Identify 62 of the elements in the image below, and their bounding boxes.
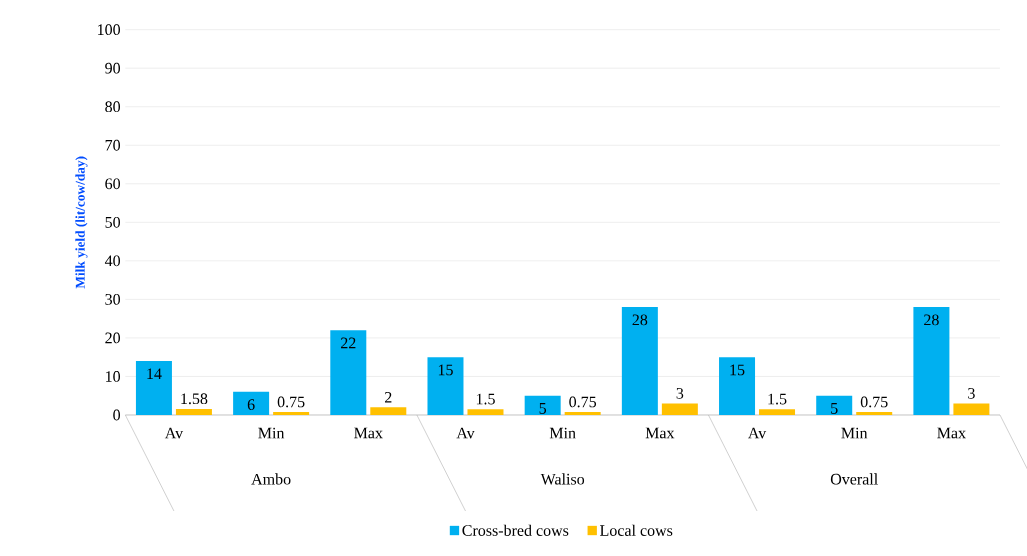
x-tick-label: Max — [354, 427, 383, 439]
bar — [759, 409, 796, 415]
bar — [233, 391, 270, 415]
y-tick-label: 10 — [106, 371, 121, 382]
bar — [370, 407, 407, 415]
data-label: 28 — [924, 314, 939, 326]
data-label: 1.5 — [476, 393, 495, 405]
y-tick-label: 30 — [105, 293, 121, 305]
data-label: 6 — [247, 399, 255, 410]
bar — [175, 408, 212, 415]
y-tick-label: 60 — [105, 178, 121, 190]
data-label: 15 — [730, 364, 745, 376]
data-label: 5 — [539, 403, 547, 414]
legend-label: Cross-bred cows — [462, 524, 569, 536]
x-tick-label: Min — [549, 427, 576, 439]
y-tick-label: 0 — [113, 409, 121, 421]
y-tick-label: 100 — [98, 24, 121, 36]
y-tick-label: 90 — [105, 62, 121, 74]
y-tick-label: 40 — [104, 255, 121, 267]
data-label: 5 — [831, 403, 838, 414]
bar — [273, 412, 310, 415]
data-label: 2 — [385, 391, 392, 403]
data-label: 15 — [438, 364, 453, 376]
x-tick-label: Av — [164, 427, 184, 439]
y-tick-label: 20 — [105, 332, 121, 344]
x-tick-label: Min — [841, 427, 868, 439]
bar — [621, 307, 658, 415]
bar — [856, 412, 893, 415]
data-label: 0.75 — [277, 396, 305, 408]
bar — [816, 395, 853, 415]
x-tick-label: Max — [937, 427, 966, 439]
y-tick-label: 70 — [105, 139, 121, 151]
bar — [719, 357, 756, 415]
data-label: 3 — [676, 387, 684, 399]
y-tick-label: 80 — [105, 101, 121, 113]
bar — [953, 403, 990, 415]
text: Ambo — [251, 473, 291, 485]
bar — [467, 409, 504, 415]
x-tick-label: Av — [748, 427, 767, 439]
text: Overall — [830, 473, 878, 485]
data-label: 0.75 — [860, 396, 888, 408]
legend-label: Local cows — [600, 524, 673, 536]
bar — [661, 403, 698, 415]
data-label: 3 — [968, 387, 975, 399]
bar — [564, 412, 601, 415]
data-label: 14 — [147, 368, 162, 379]
y-tick-label: 50 — [105, 216, 121, 228]
x-tick-label: Max — [645, 427, 675, 439]
data-label: 1.58 — [181, 393, 208, 405]
bar — [330, 330, 367, 415]
x-tick-label: Min — [258, 427, 285, 439]
bar — [135, 361, 172, 415]
data-label: 22 — [341, 337, 356, 349]
data-label: 28 — [632, 314, 648, 326]
data-label: 0.75 — [569, 396, 597, 408]
bar — [427, 357, 464, 415]
data-label: 1.5 — [768, 393, 787, 405]
bar — [524, 395, 561, 415]
bar — [913, 307, 950, 415]
text: Waliso — [540, 473, 585, 485]
x-tick-label: Av — [456, 427, 475, 439]
y-axis-title: Milk yield (lit/cow/day) — [75, 156, 88, 289]
